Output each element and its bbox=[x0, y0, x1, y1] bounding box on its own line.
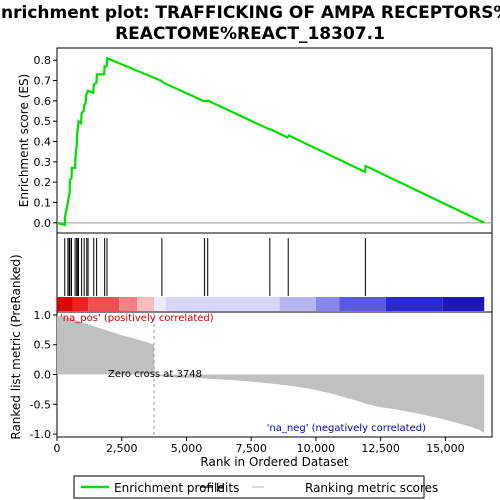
legend-item: Enrichment profile bbox=[81, 481, 225, 495]
rank-ylabel: Ranked list metric (PreRanked) bbox=[9, 254, 23, 439]
colorbar-segment bbox=[88, 297, 120, 311]
annotation-neg: 'na_neg' (negatively correlated) bbox=[267, 423, 426, 434]
legend-item: Ranking metric scores bbox=[252, 481, 438, 495]
colorbar-segment bbox=[119, 297, 138, 311]
es-frame bbox=[56, 47, 493, 234]
es-ytick-label: 0.6 bbox=[34, 95, 52, 108]
es-ytick-label: 0.2 bbox=[34, 176, 52, 189]
es-ytick-label: 0.3 bbox=[34, 156, 52, 169]
es-ylabel: Enrichment score (ES) bbox=[17, 74, 31, 207]
rank-xlabel: Rank in Ordered Dataset bbox=[200, 455, 348, 469]
legend-box bbox=[73, 475, 425, 499]
colorbar-segment bbox=[279, 297, 316, 311]
hits-panel bbox=[56, 232, 493, 313]
rank-xtick-label: 2,500 bbox=[106, 442, 138, 455]
rank-xtick-label: 5,000 bbox=[171, 442, 203, 455]
rank-xtick-label: 10,000 bbox=[297, 442, 336, 455]
colorbar-segment bbox=[315, 297, 340, 311]
legend-item: Hits bbox=[200, 481, 239, 495]
rank-ytick-label: 0.5 bbox=[34, 339, 52, 352]
colorbar-segment bbox=[72, 297, 89, 311]
annotation-pos: 'na_pos' (positively correlated) bbox=[60, 313, 214, 324]
es-ytick-label: 0.0 bbox=[34, 217, 52, 230]
rank-xtick-label: 7,500 bbox=[235, 442, 267, 455]
rank-ytick-label: -0.5 bbox=[30, 398, 51, 411]
rank-xtick-label: 15,000 bbox=[426, 442, 465, 455]
colorbar-segment bbox=[57, 297, 73, 311]
rank-ytick-label: 1.0 bbox=[34, 309, 52, 322]
legend-label: Hits bbox=[216, 481, 239, 495]
chart-title-line-2: REACTOME%REACT_18307.1 bbox=[115, 24, 385, 44]
es-ytick-label: 0.5 bbox=[34, 115, 52, 128]
legend-label: Enrichment profile bbox=[114, 481, 225, 495]
es-curve bbox=[56, 56, 485, 227]
rank-xtick-label: 0 bbox=[54, 442, 61, 455]
annotation-zero-cross: Zero cross at 3748 bbox=[108, 369, 202, 380]
es-ytick-label: 0.1 bbox=[34, 197, 52, 210]
colorbar-segment bbox=[442, 297, 485, 311]
es-ytick-label: 0.8 bbox=[34, 54, 52, 67]
es-ytick-label: 0.7 bbox=[34, 75, 52, 88]
es-ytick-label: 0.4 bbox=[34, 136, 52, 149]
ranking-metric-area bbox=[57, 315, 485, 433]
legend-label: Ranking metric scores bbox=[305, 481, 438, 495]
rank-xtick-label: 12,500 bbox=[361, 442, 400, 455]
colorbar-segment bbox=[154, 297, 166, 311]
rank-ytick-label: -1.0 bbox=[30, 428, 51, 441]
rank-ytick-label: 0.0 bbox=[34, 369, 52, 382]
chart-title-line-1: Enrichment plot: TRAFFICKING OF AMPA REC… bbox=[0, 3, 500, 23]
rank-panel: 1.0 0.5 0.0 -0.5 -1.00 2,500 5,000 7,500 10,000 1… bbox=[9, 254, 493, 469]
colorbar-segment bbox=[339, 297, 386, 311]
colorbar-segment bbox=[165, 297, 280, 311]
colorbar-segment bbox=[137, 297, 155, 311]
colorbar-segment bbox=[385, 297, 443, 311]
